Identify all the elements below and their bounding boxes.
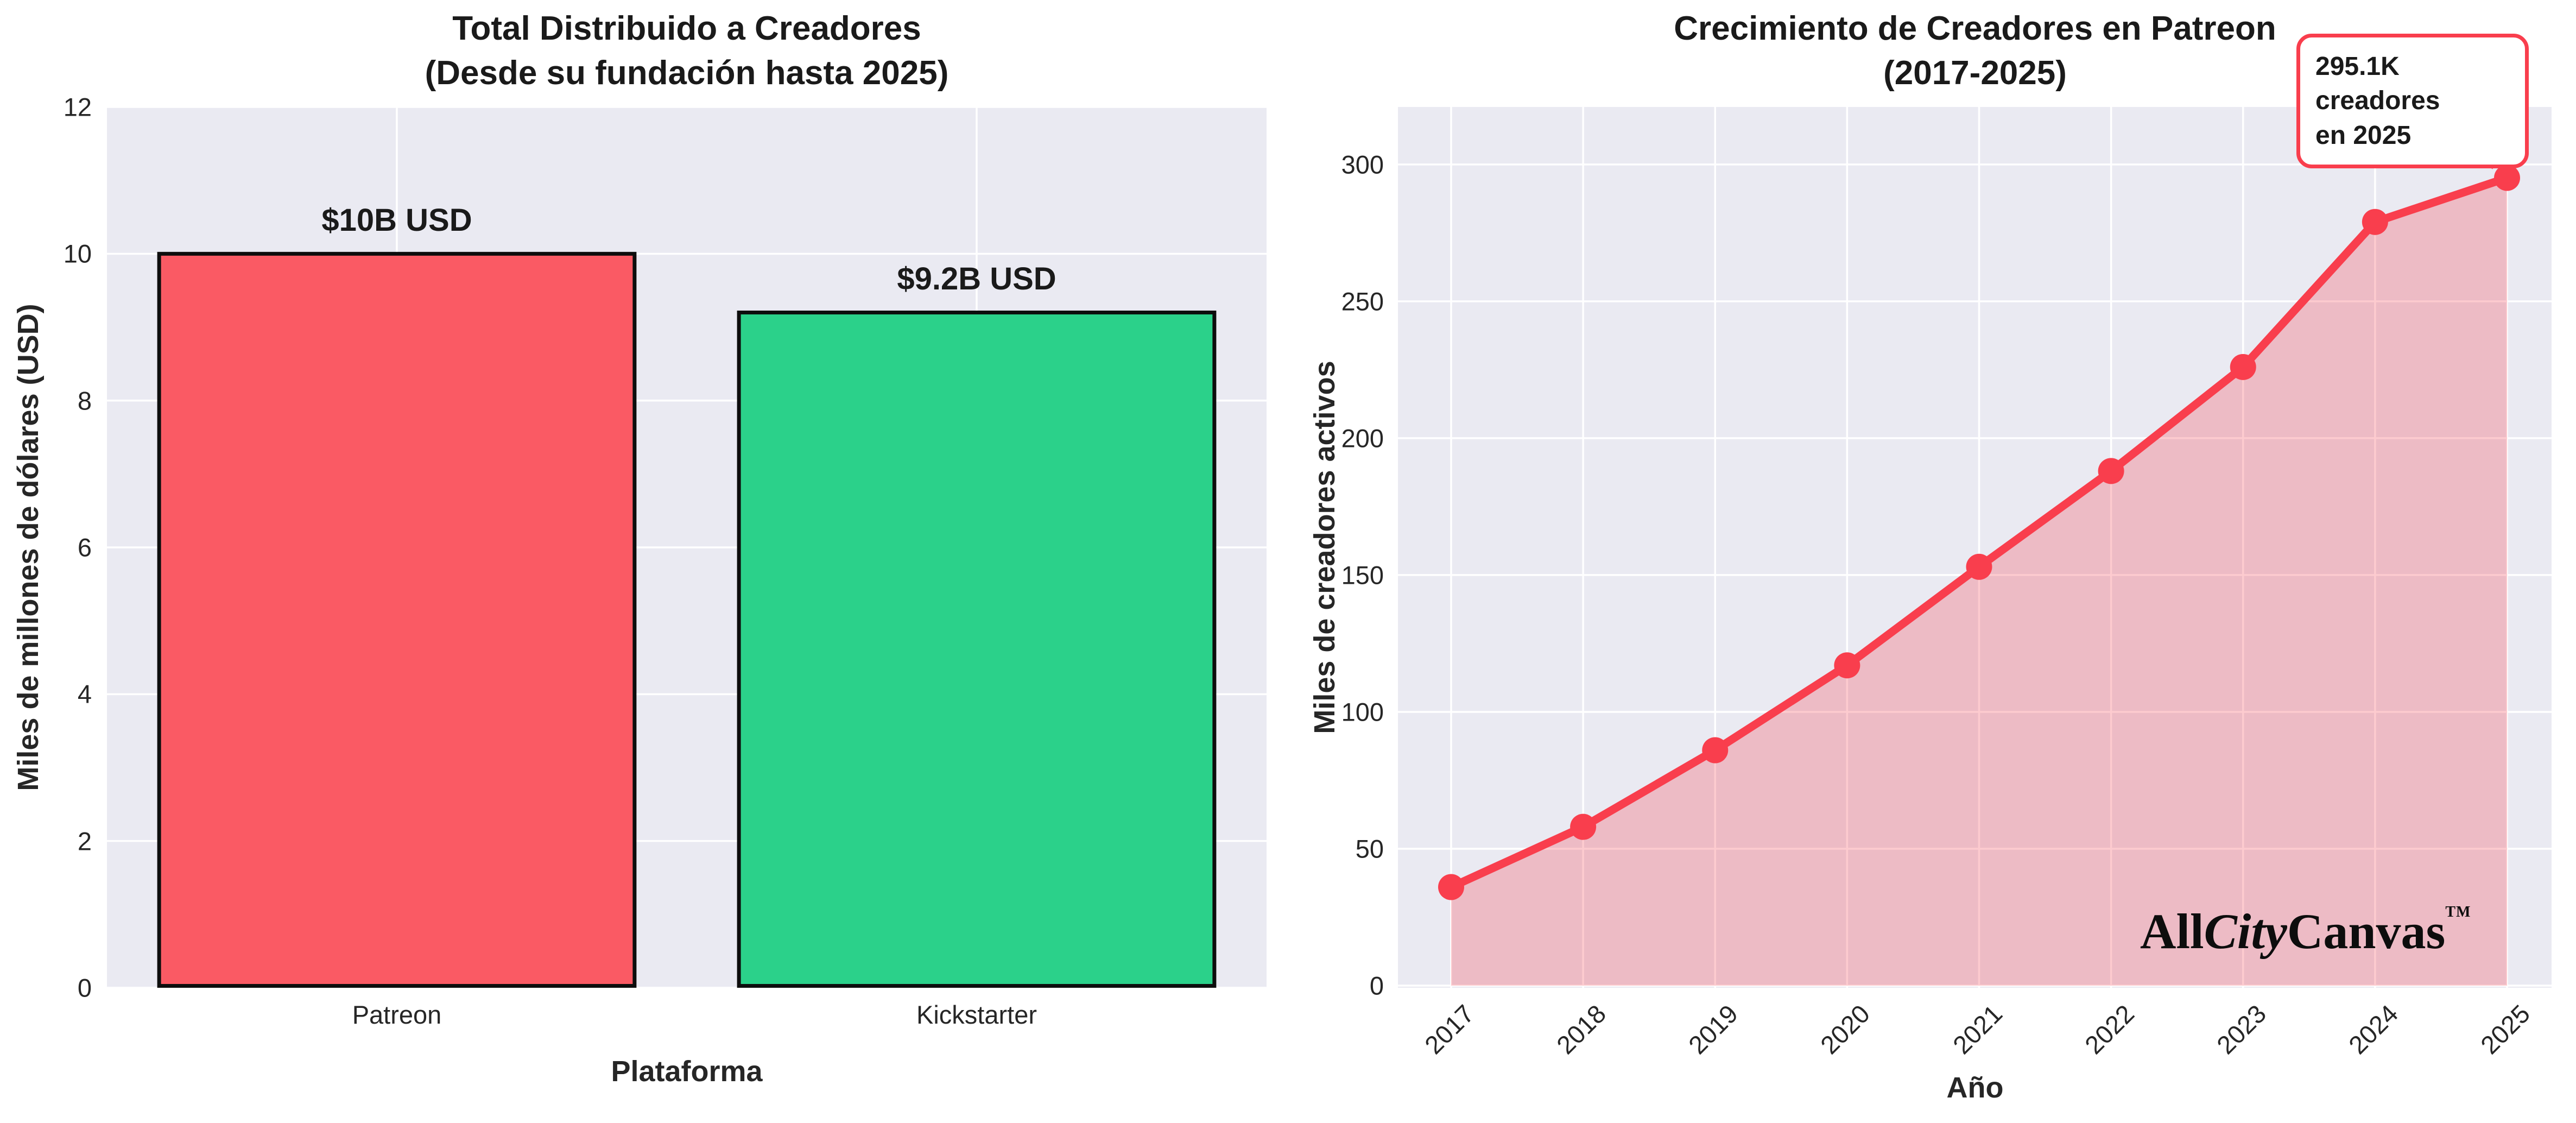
bar-value-label: $10B USD	[321, 203, 472, 238]
annotation-line2: en 2025	[2315, 121, 2412, 150]
line-chart-title: Crecimiento de Creadores en Patreon (201…	[1674, 7, 2276, 96]
annotation-line1: 295.1K creadores	[2315, 52, 2440, 116]
line-chart-title-line2: (2017-2025)	[1883, 54, 2067, 92]
line-chart-x-tick-label: 2022	[2079, 999, 2140, 1060]
logo-part-all: All	[2140, 904, 2204, 959]
data-point-2022	[2098, 458, 2124, 484]
data-point-2023	[2230, 354, 2256, 380]
bar-chart-x-tick-label: Kickstarter	[916, 1000, 1037, 1029]
data-point-2025	[2494, 165, 2520, 191]
data-point-2020	[1834, 652, 1860, 679]
line-chart-x-tick-label: 2024	[2343, 999, 2404, 1060]
data-point-2019	[1702, 737, 1729, 764]
line-chart-y-tick-label: 300	[1341, 150, 1384, 179]
logo-part-canvas: Canvas	[2287, 904, 2446, 959]
bar-patreon	[157, 251, 637, 988]
data-point-2017	[1438, 874, 1464, 900]
data-point-2021	[1966, 553, 1992, 580]
bar-chart-y-tick-label: 0	[77, 973, 92, 1002]
line-chart-title-line1: Crecimiento de Creadores en Patreon	[1674, 10, 2276, 47]
bar-chart-title-line2: (Desde su fundación hasta 2025)	[425, 54, 949, 92]
data-point-2024	[2362, 209, 2388, 235]
bar-chart-y-tick-label: 6	[77, 533, 92, 562]
bar-chart-y-tick-label: 8	[77, 386, 92, 415]
allcitycanvas-logo: AllCityCanvasTM	[2140, 903, 2471, 960]
line-chart-y-tick-label: 200	[1341, 424, 1384, 453]
line-chart-svg	[1398, 107, 2552, 988]
line-chart-x-tick-label: 2023	[2211, 999, 2271, 1060]
bar-chart-y-tick-label: 12	[63, 92, 92, 122]
line-chart-plot	[1398, 107, 2552, 988]
data-point-2018	[1570, 813, 1597, 840]
line-chart-x-tick-label: 2017	[1419, 999, 1480, 1060]
bar-chart-y-tick-label: 10	[63, 239, 92, 268]
bar-chart-title: Total Distribuido a Creadores (Desde su …	[425, 7, 949, 96]
line-chart-x-tick-label: 2019	[1683, 999, 1744, 1060]
line-chart-x-tick-label: 2020	[1815, 999, 1876, 1060]
line-chart-x-axis-label: Año	[1946, 1071, 2004, 1104]
trademark-symbol: TM	[2445, 904, 2471, 920]
bar-chart-y-axis-label: Miles de millones de dólares (USD)	[12, 304, 45, 791]
bar-chart-y-tick-label: 4	[77, 679, 92, 709]
bar-chart-x-axis-label: Plataforma	[611, 1055, 763, 1088]
annotation-callout: 295.1K creadores en 2025	[2296, 34, 2529, 169]
bar-value-label: $9.2B USD	[897, 261, 1056, 297]
bar-chart-title-line1: Total Distribuido a Creadores	[452, 10, 921, 47]
line-chart-y-tick-label: 0	[1369, 971, 1384, 1000]
logo-part-city: City	[2204, 904, 2287, 959]
bar-chart-plot	[107, 107, 1267, 988]
bar-chart-x-tick-label: Patreon	[352, 1000, 442, 1029]
bar-kickstarter	[737, 310, 1217, 988]
bar-chart-y-tick-label: 2	[77, 827, 92, 856]
line-chart-y-tick-label: 150	[1341, 560, 1384, 590]
line-chart-x-tick-label: 2018	[1550, 999, 1612, 1060]
bar-chart-svg	[107, 107, 1267, 988]
line-chart-x-tick-label: 2025	[2474, 999, 2536, 1060]
line-chart-y-tick-label: 100	[1341, 697, 1384, 727]
line-chart-y-tick-label: 50	[1355, 834, 1384, 863]
line-chart-y-axis-label: Miles de creadores activos	[1308, 361, 1341, 734]
line-chart-x-tick-label: 2021	[1947, 999, 2008, 1060]
line-chart-y-tick-label: 250	[1341, 287, 1384, 316]
